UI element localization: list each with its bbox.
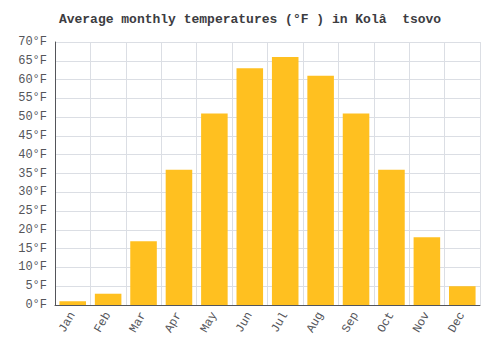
svg-text:Jun: Jun	[233, 309, 256, 335]
svg-text:40°F: 40°F	[18, 148, 47, 162]
svg-text:Oct: Oct	[375, 309, 398, 335]
svg-text:50°F: 50°F	[18, 110, 47, 124]
svg-text:Mar: Mar	[127, 309, 150, 335]
svg-text:60°F: 60°F	[18, 73, 47, 87]
svg-text:10°F: 10°F	[18, 260, 47, 274]
svg-text:Average monthly temperatures (: Average monthly temperatures (°F ) in Ko…	[59, 12, 441, 27]
svg-text:0°F: 0°F	[25, 298, 47, 312]
svg-text:May: May	[198, 309, 221, 335]
svg-text:Aug: Aug	[304, 309, 327, 335]
svg-text:55°F: 55°F	[18, 91, 47, 105]
svg-text:20°F: 20°F	[18, 223, 47, 237]
svg-text:Dec: Dec	[445, 309, 468, 335]
svg-text:15°F: 15°F	[18, 242, 47, 256]
svg-text:70°F: 70°F	[18, 35, 47, 49]
svg-text:30°F: 30°F	[18, 185, 47, 199]
svg-text:Sep: Sep	[339, 309, 362, 335]
svg-text:Nov: Nov	[410, 309, 433, 335]
svg-text:5°F: 5°F	[25, 279, 47, 293]
svg-text:Jan: Jan	[56, 309, 79, 335]
svg-text:25°F: 25°F	[18, 204, 47, 218]
svg-text:Feb: Feb	[91, 309, 114, 335]
svg-text:35°F: 35°F	[18, 167, 47, 181]
svg-text:Apr: Apr	[162, 309, 185, 335]
svg-text:65°F: 65°F	[18, 54, 47, 68]
svg-text:Jul: Jul	[268, 309, 291, 335]
svg-text:45°F: 45°F	[18, 129, 47, 143]
